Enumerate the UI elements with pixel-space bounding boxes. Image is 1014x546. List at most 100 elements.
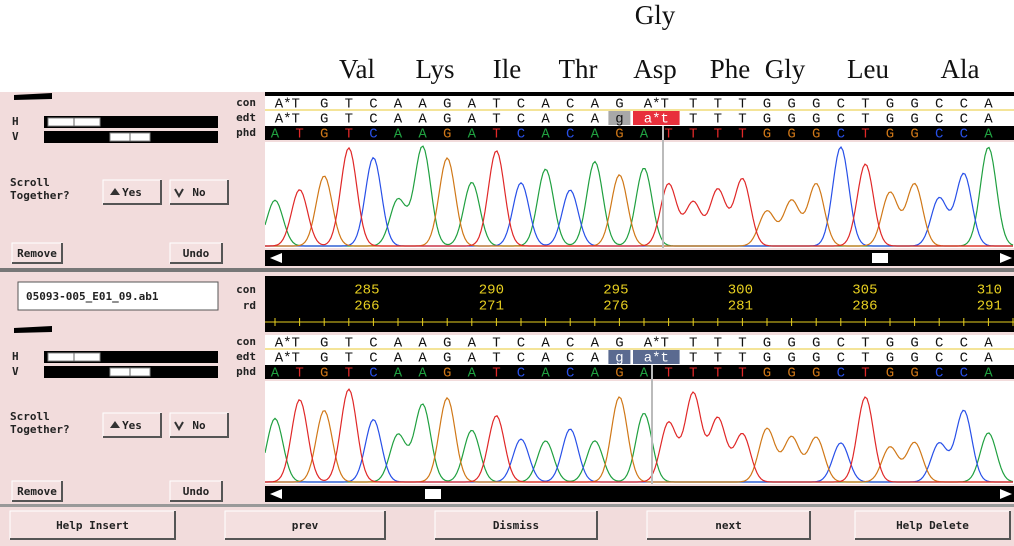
edt-base: g [615, 112, 623, 128]
phd-base: A [591, 127, 600, 143]
undo-button[interactable]: Undo [170, 243, 222, 263]
separator [0, 268, 1014, 272]
edt-base: T [492, 112, 500, 128]
con-base: A*T [275, 97, 300, 113]
yes-button[interactable]: Yes [103, 413, 161, 437]
trace-bg [265, 381, 1014, 484]
edt-base: g [615, 351, 623, 367]
scroll-thumb[interactable] [425, 489, 441, 499]
position-number: 295 [603, 283, 628, 299]
residue: Lys [415, 54, 454, 84]
con-base: G [787, 336, 795, 352]
con-base: T [492, 97, 500, 113]
con-base: A [591, 97, 600, 113]
residue: Ile [493, 54, 521, 84]
h-label: H [12, 115, 19, 128]
scroll-label: Together? [10, 189, 70, 202]
edt-base: G [443, 112, 451, 128]
con-base: G [886, 336, 894, 352]
edt-base: A [591, 112, 600, 128]
con-base: C [935, 97, 943, 113]
edt-base: A*T [275, 112, 300, 128]
edt-base: A [984, 351, 993, 367]
footer-button-label: prev [292, 519, 319, 532]
con-base: C [566, 336, 574, 352]
con-base: T [689, 97, 697, 113]
edt-base: T [345, 112, 353, 128]
edt-base: G [320, 112, 328, 128]
phd-base: T [714, 127, 722, 143]
no-button[interactable]: No [170, 413, 228, 437]
con-base: G [812, 336, 820, 352]
edt-base: C [960, 112, 968, 128]
phd-base: A [418, 127, 427, 143]
footer-button-label: Dismiss [493, 519, 539, 532]
phd-base: A [394, 366, 403, 382]
edt-base: C [517, 351, 525, 367]
con-base: G [615, 336, 623, 352]
footer-button[interactable]: Help Insert [10, 511, 175, 539]
number-label: rd [243, 299, 256, 312]
con-base: C [517, 336, 525, 352]
con-base: C [935, 336, 943, 352]
undo-button[interactable]: Undo [170, 481, 222, 501]
edt-base: C [566, 351, 574, 367]
edt-base: T [738, 351, 746, 367]
remove-button-label: Remove [17, 485, 57, 498]
yes-button[interactable]: Yes [103, 180, 161, 204]
phd-base: C [369, 127, 377, 143]
edt-base: G [320, 351, 328, 367]
position-number: 300 [728, 283, 753, 299]
residue: Gly [765, 54, 806, 84]
phd-base: T [295, 366, 303, 382]
con-base: G [886, 97, 894, 113]
scroll-thumb[interactable] [872, 253, 888, 263]
footer-button[interactable]: next [647, 511, 810, 539]
alternate-residue: Gly [635, 0, 676, 30]
undo-button-label: Undo [183, 485, 210, 498]
phd-base: T [861, 366, 869, 382]
phd-base: C [566, 366, 574, 382]
phd-base: G [787, 127, 795, 143]
phd-base: T [492, 366, 500, 382]
phd-base: C [517, 127, 525, 143]
scrollbar [265, 486, 1014, 502]
phd-base: A [468, 127, 477, 143]
position-number: 290 [479, 283, 504, 299]
phd-base: C [960, 127, 968, 143]
edt-base: C [935, 112, 943, 128]
phd-base: T [738, 127, 746, 143]
edt-base: T [714, 112, 722, 128]
remove-button[interactable]: Remove [12, 481, 62, 501]
residue: Leu [847, 54, 889, 84]
edt-base: T [861, 351, 869, 367]
con-base: A [984, 97, 993, 113]
remove-button[interactable]: Remove [12, 243, 62, 263]
phd-base: A [640, 127, 649, 143]
phd-base: A [984, 366, 993, 382]
scroll-label: Scroll [10, 176, 50, 189]
con-base: T [714, 97, 722, 113]
footer-button[interactable]: Dismiss [435, 511, 597, 539]
no-button[interactable]: No [170, 180, 228, 204]
phd-base: C [837, 366, 845, 382]
con-base: T [345, 97, 353, 113]
row-label: phd [236, 126, 256, 139]
con-base: A*T [644, 336, 669, 352]
footer-button[interactable]: prev [225, 511, 385, 539]
footer-button[interactable]: Help Delete [855, 511, 1010, 539]
number-label: con [236, 283, 256, 296]
h-label: H [12, 350, 19, 363]
phd-base: T [295, 127, 303, 143]
con-base: G [320, 336, 328, 352]
no-button-label: No [192, 186, 206, 199]
phd-base: T [714, 366, 722, 382]
con-base: C [517, 97, 525, 113]
edt-base: C [517, 112, 525, 128]
con-base: A [541, 336, 550, 352]
edt-base: G [812, 112, 820, 128]
con-base: G [910, 97, 918, 113]
residue: Asp [633, 54, 677, 84]
con-base: G [910, 336, 918, 352]
